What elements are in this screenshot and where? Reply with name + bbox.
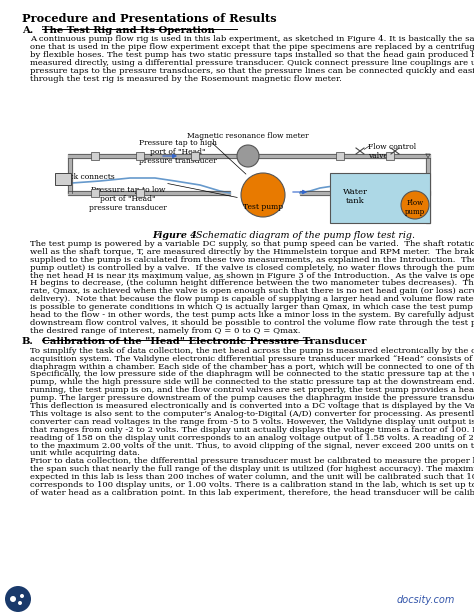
Bar: [191, 152, 199, 160]
Text: the desired range of interest, namely from Q = 0 to Q = Qmax.: the desired range of interest, namely fr…: [30, 327, 301, 335]
Bar: [336, 152, 344, 160]
Text: of water head as a calibration point. In this lab experiment, therefore, the hea: of water head as a calibration point. In…: [30, 489, 474, 497]
Text: measured directly, using a differential pressure transducer. Quick connect press: measured directly, using a differential …: [30, 59, 474, 67]
Text: . Schematic diagram of the pump flow test rig.: . Schematic diagram of the pump flow tes…: [190, 231, 415, 240]
Text: downstream flow control valves, it should be possible to control the volume flow: downstream flow control valves, it shoul…: [30, 319, 474, 327]
Text: Water
tank: Water tank: [343, 188, 367, 205]
Text: corresponds to 100 display units, or 1.00 volts. There is a calibration stand in: corresponds to 100 display units, or 1.0…: [30, 481, 474, 489]
Circle shape: [20, 594, 24, 598]
Bar: [91, 152, 99, 160]
Bar: [330, 173, 430, 223]
Text: acquisition system. The Validyne electronic differential pressure transducer mar: acquisition system. The Validyne electro…: [30, 355, 474, 363]
Text: expected in this lab is less than 200 inches of water column, and the unit will : expected in this lab is less than 200 in…: [30, 473, 474, 481]
Circle shape: [18, 601, 22, 605]
Text: docsity.com: docsity.com: [397, 595, 455, 605]
Text: A continuous pump flow rig is used in this lab experiment, as sketched in Figure: A continuous pump flow rig is used in th…: [30, 35, 474, 43]
Text: Specifically, the low pressure side of the diaphragm will be connected to the st: Specifically, the low pressure side of t…: [30, 370, 474, 378]
Text: Pressure tap to low
port of "Head"
pressure transducer: Pressure tap to low port of "Head" press…: [89, 186, 167, 212]
Text: the span such that nearly the full range of the display unit is utilized (for hi: the span such that nearly the full range…: [30, 465, 474, 473]
Text: well as the shaft torque, T, are measured directly by the Himmelstein torque and: well as the shaft torque, T, are measure…: [30, 248, 474, 256]
Text: pump, while the high pressure side will be connected to the static pressure tap : pump, while the high pressure side will …: [30, 378, 474, 386]
Text: H begins to decrease, (the column height difference between the two manometer tu: H begins to decrease, (the column height…: [30, 280, 474, 287]
Text: one that is used in the pipe flow experiment except that the pipe specimens are : one that is used in the pipe flow experi…: [30, 43, 474, 51]
Text: the net head H is near its maximum value, as shown in Figure 3 of the Introducti: the net head H is near its maximum value…: [30, 272, 474, 280]
Circle shape: [10, 596, 16, 602]
Text: This deflection is measured electronically and is converted into a DC voltage th: This deflection is measured electronical…: [30, 402, 474, 410]
Text: Prior to data collection, the differential pressure transducer must be calibrate: Prior to data collection, the differenti…: [30, 457, 474, 465]
Circle shape: [5, 586, 31, 612]
Bar: [91, 189, 99, 197]
Text: diaphragm within a chamber. Each side of the chamber has a port, which will be c: diaphragm within a chamber. Each side of…: [30, 363, 474, 371]
Bar: [55, 173, 71, 185]
Circle shape: [237, 145, 259, 167]
Text: through the test rig is measured by the Rosemount magnetic flow meter.: through the test rig is measured by the …: [30, 75, 342, 83]
Circle shape: [401, 191, 429, 219]
Text: supplied to the pump is calculated from these two measurements, as explained in : supplied to the pump is calculated from …: [30, 256, 474, 264]
Text: running, the test pump is on, and the flow control valves are set properly, the : running, the test pump is on, and the fl…: [30, 386, 474, 394]
Text: Quick connects: Quick connects: [56, 172, 115, 180]
Text: B.: B.: [22, 337, 34, 346]
Text: rate, Qmax, is achieved when the valve is open enough such that there is no net : rate, Qmax, is achieved when the valve i…: [30, 287, 474, 295]
Text: Flow control
valves: Flow control valves: [368, 143, 416, 160]
Text: Pressure tap to high
port of "Head"
pressure transducer: Pressure tap to high port of "Head" pres…: [139, 139, 217, 166]
Text: Magnetic resonance flow meter: Magnetic resonance flow meter: [187, 132, 309, 140]
Text: reading of 158 on the display unit corresponds to an analog voltage output of 1.: reading of 158 on the display unit corre…: [30, 434, 474, 442]
Text: Calibration of the "Head" Electronic Pressure Transducer: Calibration of the "Head" Electronic Pre…: [42, 337, 366, 346]
Text: pump outlet) is controlled by a valve.  If the valve is closed completely, no wa: pump outlet) is controlled by a valve. I…: [30, 264, 474, 272]
Text: This voltage is also sent to the computer’s Analog-to-Digital (A/D) converter fo: This voltage is also sent to the compute…: [30, 410, 474, 418]
Text: to the maximum 2.00 volts of the unit. Thus, to avoid clipping of the signal, ne: to the maximum 2.00 volts of the unit. T…: [30, 441, 474, 449]
Text: unit while acquiring data.: unit while acquiring data.: [30, 449, 140, 457]
Text: To simplify the task of data collection, the net head across the pump is measure: To simplify the task of data collection,…: [30, 347, 474, 355]
Text: A.: A.: [22, 26, 33, 35]
Text: pump. The larger pressure downstream of the pump causes the diaphragm inside the: pump. The larger pressure downstream of …: [30, 394, 474, 402]
Text: converter can read voltages in the range from -5 to 5 volts. However, the Validy: converter can read voltages in the range…: [30, 418, 474, 426]
Text: that ranges from only -2 to 2 volts. The display unit actually displays the volt: that ranges from only -2 to 2 volts. The…: [30, 426, 474, 434]
Text: Flow
pump: Flow pump: [405, 199, 425, 216]
Text: Procedure and Presentations of Results: Procedure and Presentations of Results: [22, 13, 277, 24]
Circle shape: [241, 173, 285, 217]
Text: Test pump: Test pump: [243, 203, 283, 211]
Text: The test pump is powered by a variable DC supply, so that pump speed can be vari: The test pump is powered by a variable D…: [30, 240, 474, 248]
Text: pressure taps to the pressure transducers, so that the pressure lines can be con: pressure taps to the pressure transducer…: [30, 67, 474, 75]
Text: The Test Rig and Its Operation: The Test Rig and Its Operation: [42, 26, 215, 35]
Bar: [386, 152, 394, 160]
Text: by flexible hoses. The test pump has two static pressure taps installed so that : by flexible hoses. The test pump has two…: [30, 51, 474, 59]
Bar: [136, 152, 144, 160]
Text: head to the flow - in other words, the test pump acts like a minor loss in the s: head to the flow - in other words, the t…: [30, 311, 474, 319]
Text: Figure 4: Figure 4: [152, 231, 197, 240]
Text: delivery).  Note that because the flow pump is capable of supplying a larger hea: delivery). Note that because the flow pu…: [30, 295, 474, 303]
Text: is possible to generate conditions in which Q is actually larger than Qmax, in w: is possible to generate conditions in wh…: [30, 303, 474, 311]
Bar: [136, 189, 144, 197]
